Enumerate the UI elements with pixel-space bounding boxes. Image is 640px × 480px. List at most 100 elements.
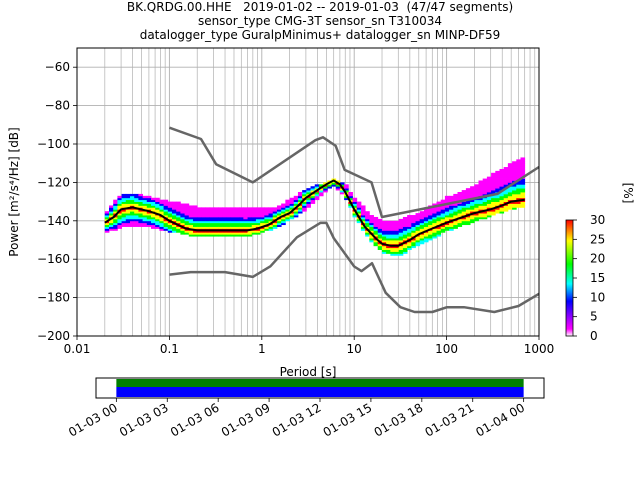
heat-cell	[516, 184, 521, 187]
heat-cell	[381, 249, 387, 252]
heat-cell	[440, 228, 446, 231]
heat-cell	[138, 213, 144, 216]
heat-cell	[213, 220, 219, 224]
heat-cell	[192, 216, 198, 220]
heat-cell	[503, 167, 509, 170]
heat-cell	[167, 213, 173, 216]
heat-cell	[310, 201, 316, 204]
heat-cell	[369, 222, 374, 226]
heat-cell	[449, 211, 454, 214]
heat-cell	[423, 224, 429, 227]
heat-cell	[390, 230, 395, 233]
heat-cell	[407, 216, 412, 220]
heat-cell	[213, 226, 219, 229]
heat-cell	[130, 207, 135, 210]
heat-cell	[113, 216, 118, 220]
heat-cell	[222, 230, 227, 233]
heat-cell	[159, 220, 164, 224]
heat-cell	[394, 232, 400, 235]
heat-cell	[142, 211, 148, 214]
heat-cell	[465, 209, 471, 212]
x-tick-label: 1	[258, 342, 266, 356]
heat-cell	[356, 209, 362, 212]
heat-cell	[516, 205, 521, 208]
heat-cell	[369, 216, 374, 220]
heat-cell	[239, 207, 244, 210]
heat-cell	[239, 224, 244, 227]
heat-cell	[226, 226, 232, 229]
heat-cell	[188, 211, 194, 214]
heat-cell	[478, 207, 484, 210]
heat-cell	[520, 165, 526, 168]
heat-cell	[310, 197, 316, 201]
heat-cell	[218, 222, 223, 226]
heat-cell	[142, 216, 148, 220]
heat-cell	[222, 222, 227, 226]
heat-cell	[117, 199, 123, 202]
heat-cell	[440, 205, 446, 208]
heat-cell	[373, 218, 379, 222]
heat-cell	[117, 211, 123, 214]
heat-cell	[142, 224, 148, 227]
heat-cell	[230, 220, 236, 224]
heat-cell	[377, 245, 383, 249]
heat-cell	[512, 178, 517, 181]
heat-cell	[130, 199, 135, 202]
heat-cell	[499, 207, 505, 210]
psd-heatmap	[104, 157, 526, 256]
heat-cell	[474, 213, 479, 216]
heat-cell	[390, 226, 395, 229]
heat-cell	[440, 218, 446, 222]
heat-cell	[192, 224, 198, 227]
heat-cell	[192, 230, 198, 233]
heat-cell	[176, 213, 181, 216]
heat-cell	[285, 203, 290, 206]
heat-cell	[218, 234, 223, 237]
heat-cell	[461, 216, 467, 220]
heat-cell	[218, 215, 223, 218]
heat-cell	[180, 207, 185, 210]
x-tick-label: 0.01	[64, 342, 91, 356]
heat-cell	[415, 216, 421, 220]
heat-cell	[423, 216, 429, 220]
heat-cell	[491, 203, 496, 206]
heat-cell	[142, 215, 148, 218]
heat-cell	[507, 205, 513, 208]
heat-cell	[234, 224, 240, 227]
heat-cell	[197, 215, 202, 218]
heat-cell	[255, 224, 261, 227]
heat-cell	[130, 224, 135, 227]
heat-cell	[222, 234, 227, 237]
timeline-tick-label: 01-03 03	[117, 400, 171, 439]
heat-cell	[184, 224, 190, 227]
heat-cell	[184, 216, 190, 220]
heat-cell	[474, 190, 479, 193]
heat-cell	[159, 199, 164, 202]
heat-cell	[125, 220, 131, 224]
heat-cell	[285, 215, 290, 218]
heat-cell	[419, 216, 425, 220]
heat-cell	[155, 215, 160, 218]
heat-cell	[428, 216, 433, 220]
heat-cell	[390, 236, 395, 239]
heat-cell	[453, 226, 458, 229]
heat-cell	[482, 193, 488, 197]
heat-cell	[415, 226, 421, 229]
heat-cell	[121, 218, 127, 222]
heat-cell	[255, 209, 261, 212]
heat-cell	[365, 224, 370, 227]
heat-cell	[465, 195, 471, 199]
heat-cell	[503, 197, 509, 201]
heat-cell	[440, 211, 446, 214]
timeline-tick-label: 01-03 21	[423, 400, 477, 439]
heat-cell	[167, 201, 173, 204]
heat-cell	[138, 205, 144, 208]
x-axis: 0.01 0.1 1 10 100 1000	[64, 336, 554, 356]
heat-cell	[306, 199, 311, 202]
heat-cell	[109, 226, 114, 229]
heat-cell	[276, 224, 282, 227]
heat-cell	[344, 195, 349, 199]
heat-cell	[188, 215, 194, 218]
heat-cell	[226, 234, 232, 237]
heat-cell	[436, 211, 442, 214]
